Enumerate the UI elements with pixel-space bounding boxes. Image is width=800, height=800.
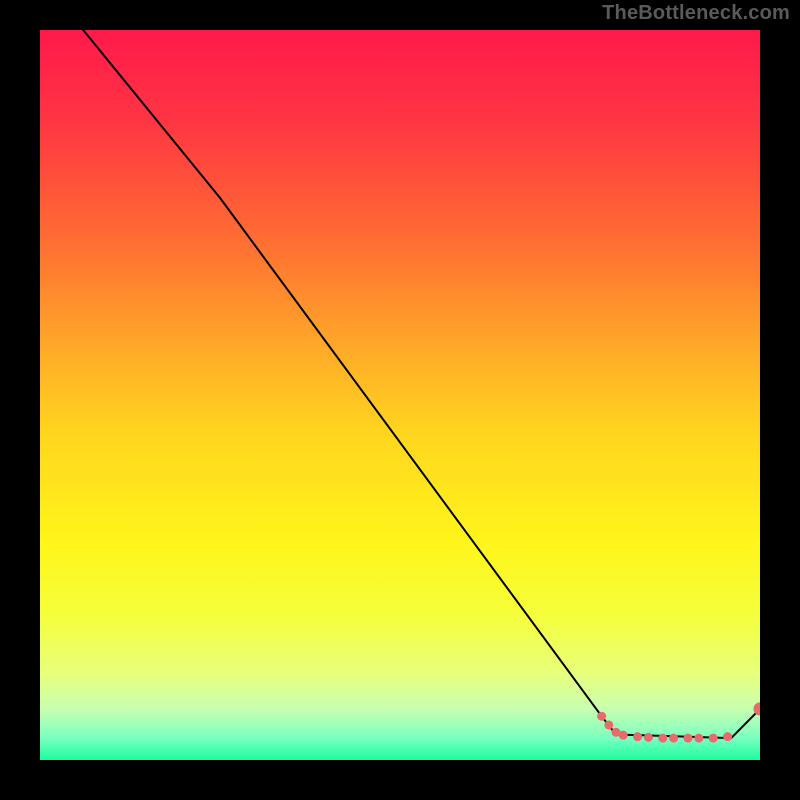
data-point (709, 734, 718, 743)
chart-svg (40, 30, 760, 760)
data-point (684, 734, 693, 743)
watermark-text: TheBottleneck.com (602, 2, 790, 25)
data-point (633, 732, 642, 741)
data-point (619, 731, 628, 740)
data-point (604, 720, 613, 729)
plot-area (40, 30, 760, 760)
gradient-background (40, 30, 760, 760)
data-point (723, 732, 732, 741)
data-point (669, 734, 678, 743)
data-point (658, 734, 667, 743)
data-point (597, 712, 606, 721)
data-point (694, 734, 703, 743)
chart-frame: TheBottleneck.com (0, 0, 800, 800)
data-point (644, 733, 653, 742)
